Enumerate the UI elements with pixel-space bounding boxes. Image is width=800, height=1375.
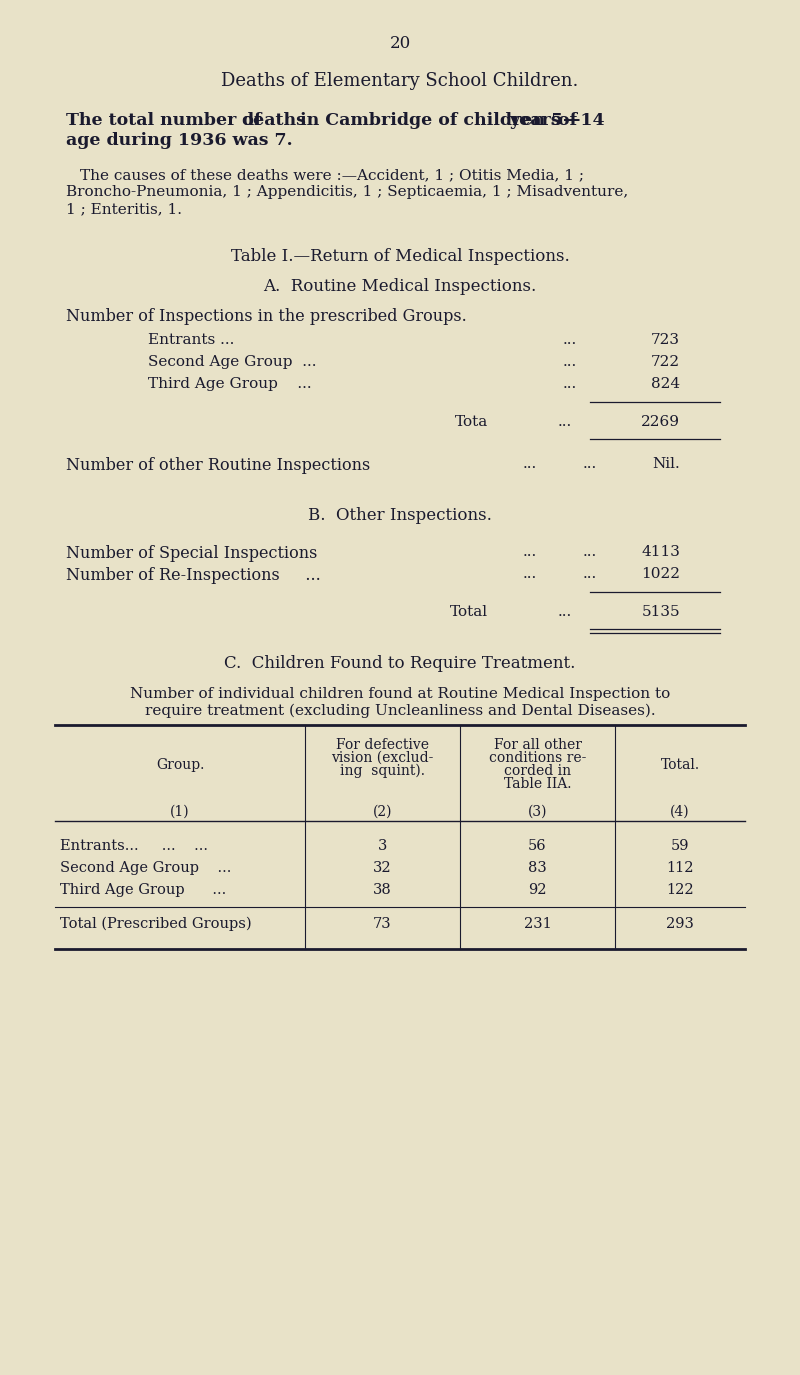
Text: A.  Routine Medical Inspections.: A. Routine Medical Inspections. (263, 278, 537, 296)
Text: ...: ... (583, 566, 597, 582)
Text: Group.: Group. (156, 758, 204, 771)
Text: Tota: Tota (455, 415, 488, 429)
Text: vision (exclud-: vision (exclud- (331, 751, 434, 764)
Text: 83: 83 (528, 861, 547, 874)
Text: 20: 20 (390, 34, 410, 52)
Text: Broncho-Pneumonia, 1 ; Appendicitis, 1 ; Septicaemia, 1 ; Misadventure,: Broncho-Pneumonia, 1 ; Appendicitis, 1 ;… (66, 186, 628, 199)
Text: 4113: 4113 (641, 544, 680, 560)
Text: deaths: deaths (241, 111, 306, 129)
Text: 56: 56 (528, 839, 547, 852)
Text: ing  squint).: ing squint). (340, 765, 425, 778)
Text: C.  Children Found to Require Treatment.: C. Children Found to Require Treatment. (224, 654, 576, 672)
Text: 122: 122 (666, 883, 694, 896)
Text: require treatment (excluding Uncleanliness and Dental Diseases).: require treatment (excluding Uncleanline… (145, 704, 655, 718)
Text: 73: 73 (373, 917, 392, 931)
Text: 293: 293 (666, 917, 694, 931)
Text: ...: ... (523, 456, 537, 472)
Text: 723: 723 (651, 333, 680, 346)
Text: Third Age Group    ...: Third Age Group ... (148, 377, 312, 390)
Text: Entrants ...: Entrants ... (148, 333, 234, 346)
Text: (3): (3) (528, 804, 547, 820)
Text: Number of other Routine Inspections: Number of other Routine Inspections (66, 456, 370, 474)
Text: The total number of: The total number of (66, 111, 267, 129)
Text: Second Age Group    ...: Second Age Group ... (60, 861, 231, 874)
Text: age during 1936 was 7.: age during 1936 was 7. (66, 132, 293, 148)
Text: ...: ... (583, 456, 597, 472)
Text: ...: ... (563, 355, 577, 368)
Text: 59: 59 (670, 839, 690, 852)
Text: Number of Special Inspections: Number of Special Inspections (66, 544, 318, 562)
Text: 824: 824 (651, 377, 680, 390)
Text: The causes of these deaths were :—Accident, 1 ; Otitis Media, 1 ;: The causes of these deaths were :—Accide… (80, 168, 584, 182)
Text: Table I.—Return of Medical Inspections.: Table I.—Return of Medical Inspections. (230, 248, 570, 265)
Text: ...: ... (563, 333, 577, 346)
Text: Nil.: Nil. (652, 456, 680, 472)
Text: ...: ... (583, 544, 597, 560)
Text: 2269: 2269 (641, 415, 680, 429)
Text: 92: 92 (528, 883, 546, 896)
Text: ...: ... (558, 415, 572, 429)
Text: Second Age Group  ...: Second Age Group ... (148, 355, 317, 368)
Text: corded in: corded in (504, 765, 571, 778)
Text: 32: 32 (373, 861, 392, 874)
Text: ...: ... (563, 377, 577, 390)
Text: ...: ... (558, 605, 572, 619)
Text: Number of Re-Inspections     ...: Number of Re-Inspections ... (66, 566, 321, 584)
Text: ...: ... (523, 566, 537, 582)
Text: B.  Other Inspections.: B. Other Inspections. (308, 507, 492, 524)
Text: ...: ... (523, 544, 537, 560)
Text: (2): (2) (373, 804, 392, 820)
Text: For defective: For defective (336, 738, 429, 752)
Text: (1): (1) (170, 804, 190, 820)
Text: (4): (4) (670, 804, 690, 820)
Text: Deaths of Elementary School Children.: Deaths of Elementary School Children. (222, 72, 578, 89)
Text: 722: 722 (651, 355, 680, 368)
Text: 1 ; Enteritis, 1.: 1 ; Enteritis, 1. (66, 202, 182, 216)
Text: Total.: Total. (661, 758, 699, 771)
Text: 5135: 5135 (642, 605, 680, 619)
Text: Total (Prescribed Groups): Total (Prescribed Groups) (60, 917, 252, 931)
Text: Number of individual children found at Routine Medical Inspection to: Number of individual children found at R… (130, 688, 670, 701)
Text: of: of (552, 111, 577, 129)
Text: Number of Inspections in the prescribed Groups.: Number of Inspections in the prescribed … (66, 308, 466, 324)
Text: Total: Total (450, 605, 488, 619)
Text: conditions re-: conditions re- (489, 751, 586, 764)
Text: in Cambridge of children 5—14: in Cambridge of children 5—14 (294, 111, 610, 129)
Text: Table IIA.: Table IIA. (504, 777, 571, 791)
Text: For all other: For all other (494, 738, 582, 752)
Text: 38: 38 (373, 883, 392, 896)
Text: Third Age Group      ...: Third Age Group ... (60, 883, 226, 896)
Text: Entrants...     ...    ...: Entrants... ... ... (60, 839, 208, 852)
Text: 1022: 1022 (641, 566, 680, 582)
Text: 112: 112 (666, 861, 694, 874)
Text: years: years (509, 111, 561, 129)
Text: 231: 231 (524, 917, 551, 931)
Text: 3: 3 (378, 839, 387, 852)
